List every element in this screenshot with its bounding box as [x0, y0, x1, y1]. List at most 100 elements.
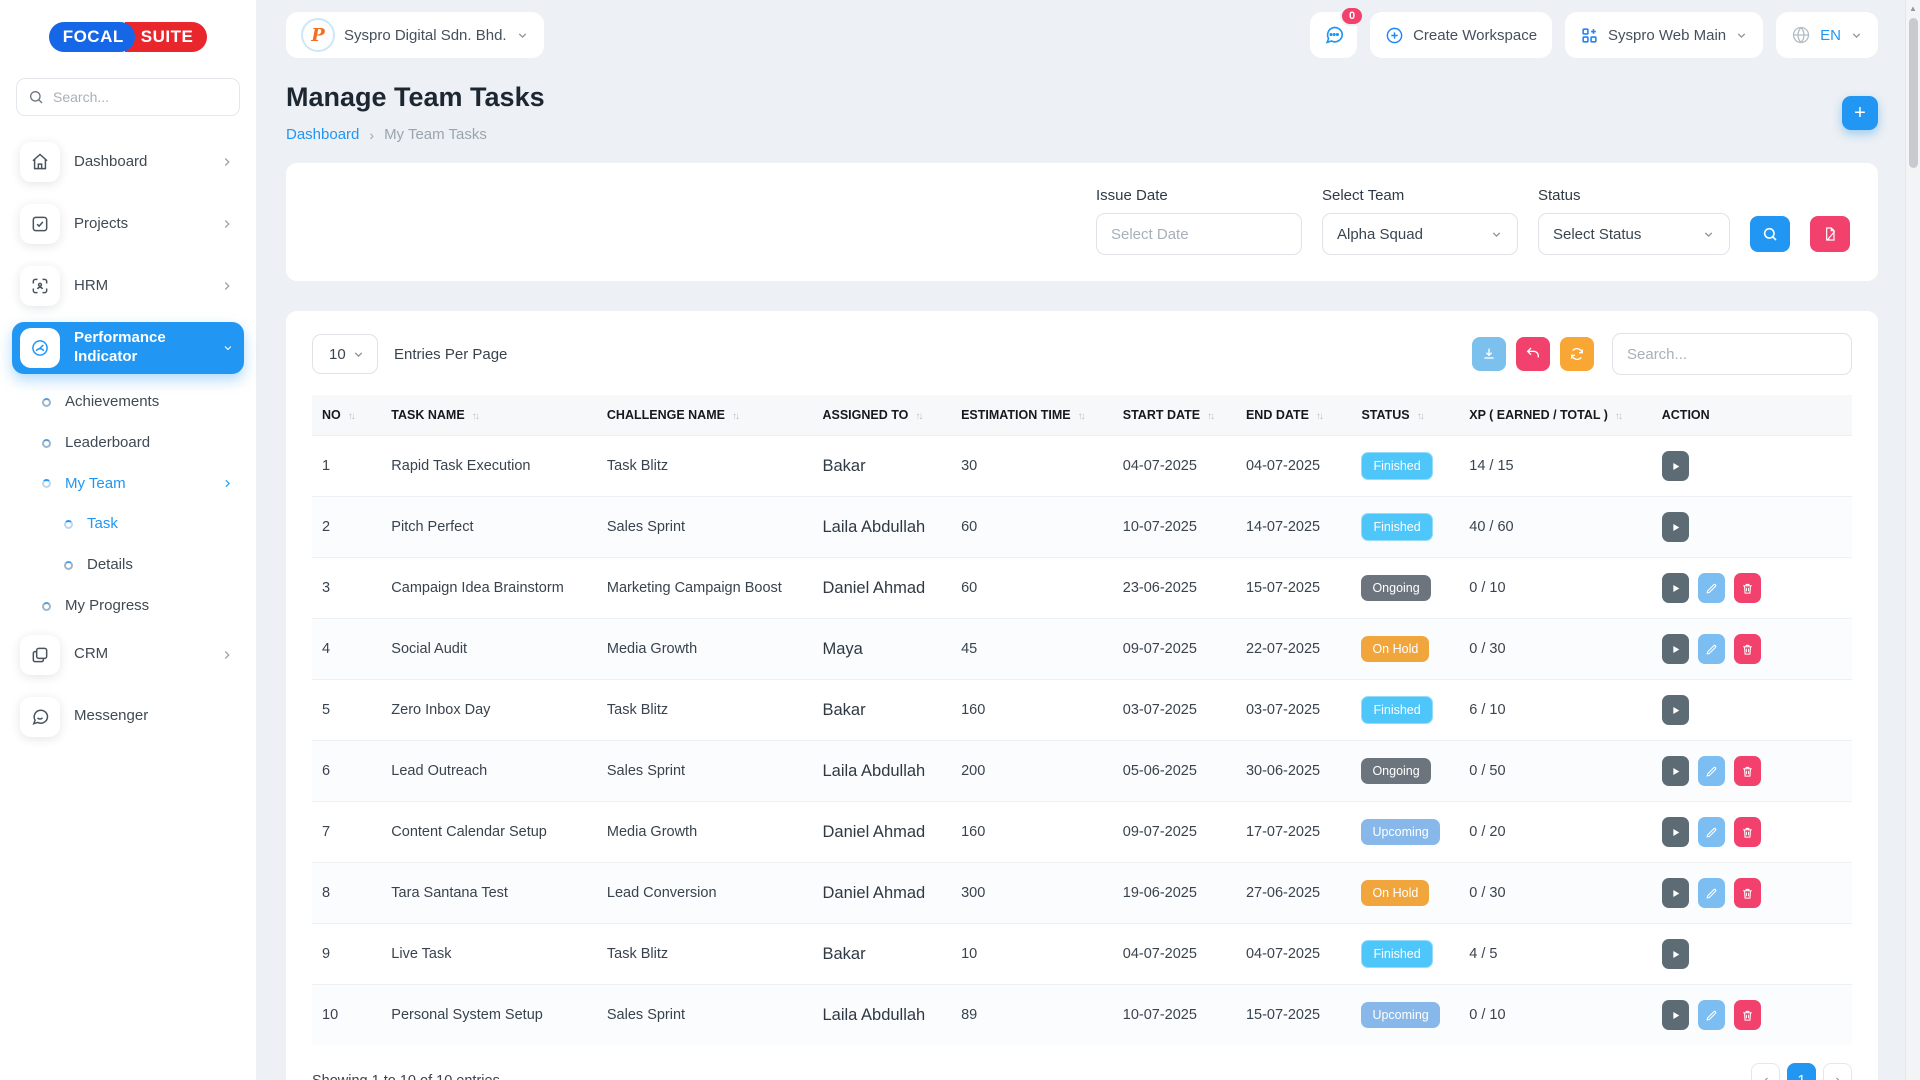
- scrollbar-up-arrow-icon[interactable]: ▲: [1909, 3, 1917, 13]
- view-task-button[interactable]: [1661, 695, 1689, 725]
- delete-task-button[interactable]: [1733, 817, 1761, 847]
- sidebar-subitem-details[interactable]: Details: [12, 547, 244, 584]
- sort-icon: ↑↓: [1207, 411, 1215, 422]
- workspace-selector[interactable]: P Syspro Digital Sdn. Bhd.: [286, 12, 544, 58]
- edit-task-button[interactable]: [1697, 573, 1725, 603]
- scrollbar-thumb[interactable]: [1909, 18, 1918, 168]
- create-workspace-button[interactable]: Create Workspace: [1370, 12, 1553, 58]
- column-header-no[interactable]: NO ↑↓: [312, 395, 382, 436]
- sidebar-item-projects[interactable]: Projects: [12, 198, 244, 250]
- language-selector[interactable]: EN: [1776, 12, 1878, 58]
- chevron-right-icon: [220, 217, 234, 231]
- cell-xp: 0 / 10: [1469, 580, 1506, 596]
- chat-count-badge: 0: [1339, 6, 1365, 26]
- pagination-next-button[interactable]: [1823, 1063, 1852, 1080]
- grid-plus-icon: [1580, 26, 1599, 45]
- cell-assigned-to: Bakar: [822, 944, 866, 963]
- view-task-button[interactable]: [1661, 512, 1689, 542]
- pencil-icon: [1705, 765, 1718, 778]
- view-task-button[interactable]: [1661, 1000, 1689, 1030]
- sidebar-subitem-task[interactable]: Task: [12, 506, 244, 543]
- cell-end-date: 15-07-2025: [1245, 1007, 1321, 1023]
- sidebar-item-label: Dashboard: [74, 152, 148, 170]
- cell-assigned-to: Bakar: [822, 456, 866, 475]
- brand-logo-left: FOCAL: [48, 22, 135, 52]
- pagination-page-1[interactable]: 1: [1787, 1063, 1816, 1080]
- cell-end-date: 14-07-2025: [1245, 519, 1321, 535]
- cell-status: Upcoming: [1351, 985, 1459, 1046]
- sidebar-subitem-my-progress[interactable]: My Progress: [12, 588, 244, 625]
- delete-task-button[interactable]: [1733, 1000, 1761, 1030]
- undo-button[interactable]: [1516, 337, 1550, 371]
- app-selector[interactable]: Syspro Web Main: [1565, 12, 1764, 58]
- view-task-button[interactable]: [1661, 451, 1689, 481]
- view-task-button[interactable]: [1661, 939, 1689, 969]
- cell-actions: [1652, 436, 1852, 497]
- view-task-button[interactable]: [1661, 573, 1689, 603]
- filter-search-button[interactable]: [1750, 216, 1790, 252]
- cell-no: 8: [322, 885, 331, 901]
- status-select[interactable]: Select Status: [1538, 213, 1730, 255]
- cell-no: 5: [322, 702, 331, 718]
- table-row: 8 Tara Santana Test Lead Conversion Daniel …: [312, 862, 1852, 924]
- delete-task-button[interactable]: [1733, 573, 1761, 603]
- filter-clear-button[interactable]: [1810, 216, 1850, 252]
- cell-start-date: 10-07-2025: [1122, 1007, 1197, 1023]
- edit-task-button[interactable]: [1697, 1000, 1725, 1030]
- edit-task-button[interactable]: [1697, 634, 1725, 664]
- home-icon: [20, 142, 60, 182]
- cell-estimation-time: 60: [961, 580, 978, 596]
- sidebar-item-performance-indicator[interactable]: Performance Indicator: [12, 322, 244, 374]
- delete-task-button[interactable]: [1733, 878, 1761, 908]
- edit-task-button[interactable]: [1697, 817, 1725, 847]
- team-select[interactable]: Alpha Squad: [1322, 213, 1518, 255]
- delete-task-button[interactable]: [1733, 634, 1761, 664]
- page-scrollbar[interactable]: ▲: [1905, 0, 1920, 1080]
- sidebar-search-input[interactable]: [16, 78, 240, 116]
- export-button[interactable]: [1472, 337, 1506, 371]
- column-header-assigned-to[interactable]: ASSIGNED TO ↑↓: [812, 395, 952, 436]
- refresh-button[interactable]: [1560, 337, 1594, 371]
- messages-button[interactable]: 0: [1310, 6, 1365, 58]
- sidebar-subitem-label: My Team: [65, 474, 126, 492]
- chevron-down-icon: [1850, 29, 1863, 42]
- column-header-start-date[interactable]: START DATE ↑↓: [1112, 395, 1236, 436]
- pagination-prev-button[interactable]: [1751, 1063, 1780, 1080]
- view-task-button[interactable]: [1661, 878, 1689, 908]
- cell-no: 1: [322, 458, 331, 474]
- column-header-task-name[interactable]: TASK NAME ↑↓: [381, 395, 597, 436]
- chevron-right-icon: [221, 477, 234, 490]
- issue-date-input[interactable]: [1111, 225, 1287, 243]
- delete-task-button[interactable]: [1733, 756, 1761, 786]
- view-task-button[interactable]: [1661, 756, 1689, 786]
- entries-per-page-select[interactable]: 10: [312, 334, 378, 374]
- breadcrumb-dashboard-link[interactable]: Dashboard: [286, 126, 360, 143]
- sidebar-subitem-label: Leaderboard: [65, 433, 151, 451]
- sidebar-subitem-leaderboard[interactable]: Leaderboard: [12, 425, 244, 462]
- edit-task-button[interactable]: [1697, 878, 1725, 908]
- column-header-xp-earned-total[interactable]: XP ( EARNED / TOTAL ) ↑↓: [1459, 395, 1652, 436]
- view-task-button[interactable]: [1661, 817, 1689, 847]
- cell-task-name: Zero Inbox Day: [391, 702, 491, 718]
- cell-xp: 0 / 10: [1469, 1007, 1506, 1023]
- sidebar-subitem-my-team[interactable]: My Team: [12, 466, 244, 503]
- chat-icon: [20, 696, 60, 737]
- sidebar-item-hrm[interactable]: HRM: [12, 260, 244, 312]
- breadcrumb: Dashboard › My Team Tasks: [286, 126, 545, 143]
- status-badge: On Hold: [1361, 880, 1430, 906]
- column-header-end-date[interactable]: END DATE ↑↓: [1235, 395, 1352, 436]
- table-search-input[interactable]: [1612, 333, 1852, 375]
- sidebar-item-dashboard[interactable]: Dashboard: [12, 136, 244, 188]
- gauge-icon: [20, 328, 60, 368]
- add-task-button[interactable]: +: [1842, 96, 1878, 130]
- sidebar-item-messenger[interactable]: Messenger: [12, 691, 244, 743]
- column-header-status[interactable]: STATUS ↑↓: [1351, 395, 1460, 436]
- edit-task-button[interactable]: [1697, 756, 1725, 786]
- column-header-challenge-name[interactable]: CHALLENGE NAME ↑↓: [596, 395, 813, 436]
- sidebar-subitem-achievements[interactable]: Achievements: [12, 384, 244, 421]
- view-task-button[interactable]: [1661, 634, 1689, 664]
- cell-start-date: 04-07-2025: [1122, 946, 1197, 962]
- sidebar-item-crm[interactable]: CRM: [12, 629, 244, 681]
- sort-icon: ↑↓: [1614, 411, 1623, 422]
- column-header-estimation-time[interactable]: ESTIMATION TIME ↑↓: [951, 395, 1113, 436]
